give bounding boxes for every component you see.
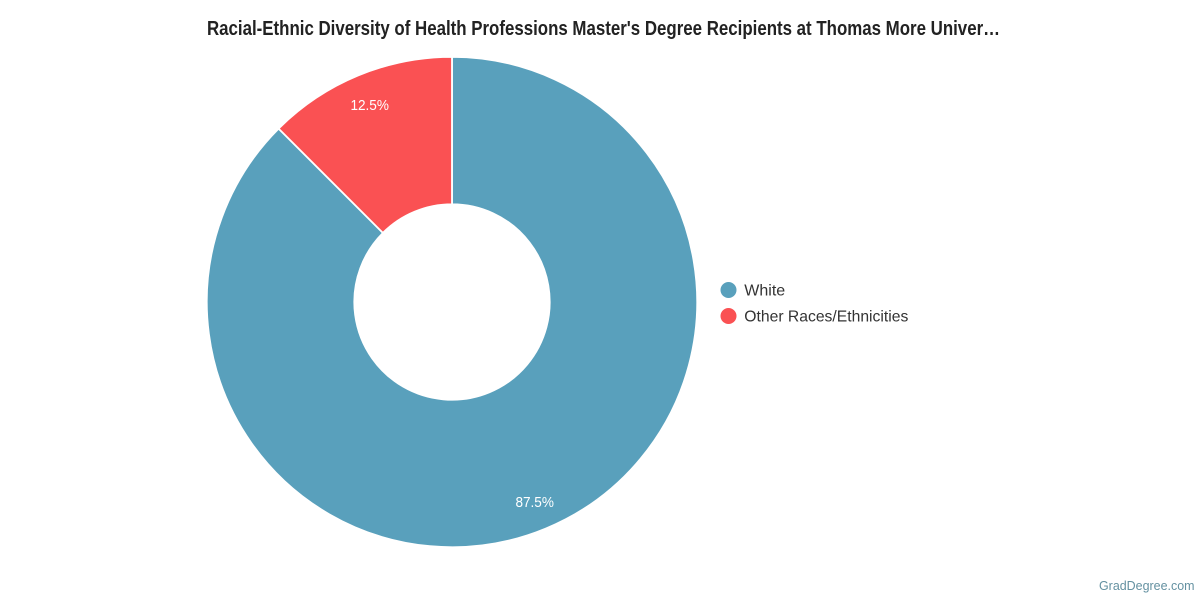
svg-text:Other Races/Ethnicities: Other Races/Ethnicities xyxy=(744,309,908,326)
svg-text:White: White xyxy=(744,283,785,300)
svg-text:12.5%: 12.5% xyxy=(350,97,389,114)
svg-text:GradDegree.com: GradDegree.com xyxy=(1099,578,1195,593)
svg-text:87.5%: 87.5% xyxy=(515,494,554,511)
svg-text:Racial-Ethnic Diversity of Hea: Racial-Ethnic Diversity of Health Profes… xyxy=(207,18,1000,40)
